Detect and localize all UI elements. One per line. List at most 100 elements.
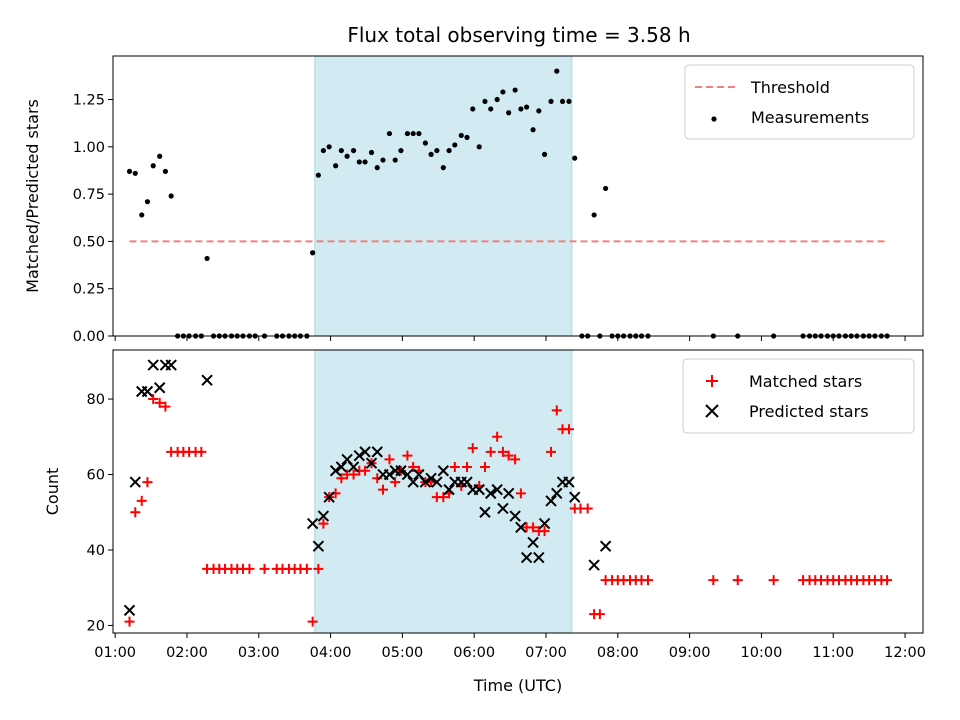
- measurement-point: [362, 159, 368, 165]
- measurement-point: [310, 250, 316, 256]
- measurement-point: [633, 333, 639, 339]
- matched-star-point: [492, 431, 503, 442]
- measurement-point: [286, 333, 292, 339]
- measurement-point: [198, 333, 204, 339]
- measurement-point: [144, 199, 151, 205]
- measurement-point: [524, 104, 530, 110]
- measurement-point: [836, 333, 842, 339]
- measurement-point: [488, 106, 494, 112]
- matched-star-point: [449, 461, 460, 472]
- matched-star-point: [124, 616, 135, 627]
- predicted-star-point: [401, 468, 414, 481]
- measurement-point: [627, 333, 633, 339]
- measurement-point: [579, 333, 585, 339]
- predicted-star-point: [509, 510, 521, 522]
- predicted-star-point: [527, 536, 539, 549]
- x-tick-label: 09:00: [669, 645, 711, 661]
- predicted-star-point: [485, 487, 497, 500]
- x-tick-label: 06:00: [453, 645, 495, 661]
- measurement-point: [806, 333, 813, 339]
- measurement-point: [320, 147, 326, 154]
- y-tick-label: 0.25: [73, 282, 105, 298]
- measurement-point: [482, 98, 488, 105]
- x-tick-label: 02:00: [166, 645, 208, 661]
- measurement-point: [512, 87, 518, 93]
- measurement-point: [464, 134, 470, 140]
- measurement-point: [368, 149, 375, 156]
- measurement-point: [842, 333, 849, 339]
- measurement-point: [434, 147, 440, 154]
- measurement-point: [315, 172, 321, 178]
- predicted-star-point: [563, 476, 575, 488]
- predicted-star-point: [306, 517, 319, 530]
- matched-star-point: [307, 616, 318, 627]
- matched-star-point: [768, 575, 779, 586]
- axis-ticks: 0.00 0.25 0.50 0.75 1.00 1.25 20 40 60 80 01:00 02:…: [73, 93, 926, 661]
- measurement-point: [548, 98, 554, 105]
- y-axis-label: Matched/Predicted stars: [23, 99, 42, 293]
- measurement-point: [175, 333, 181, 339]
- measurement-point: [559, 98, 566, 105]
- y-axis-label: Count: [43, 468, 62, 516]
- measurement-point: [380, 157, 386, 163]
- matched-star-point: [497, 446, 508, 457]
- measurement-point: [240, 333, 246, 339]
- matched-star-point: [196, 446, 207, 457]
- matched-star-point: [360, 465, 371, 476]
- measurement-point: [228, 333, 235, 339]
- measurement-point: [530, 127, 536, 133]
- x-tick-label: 03:00: [238, 645, 280, 661]
- matched-star-point: [528, 522, 539, 533]
- predicted-star-point: [323, 491, 335, 503]
- measurement-point: [591, 212, 597, 218]
- measurement-point: [386, 130, 393, 137]
- matched-star-point: [467, 443, 478, 454]
- measurement-point: [192, 333, 199, 339]
- measurement-point: [338, 147, 344, 154]
- predicted-star-point: [431, 476, 443, 488]
- measurement-point: [554, 68, 560, 74]
- matched-star-point: [318, 518, 329, 529]
- matched-star-point: [882, 575, 893, 586]
- predicted-star-point: [329, 465, 342, 477]
- matched-star-point: [642, 575, 653, 586]
- matched-star-point: [479, 461, 490, 472]
- predicted-star-point: [502, 487, 515, 500]
- highlight-span: [314, 55, 573, 337]
- predicted-star-point: [425, 472, 437, 485]
- matched-star-point: [259, 563, 270, 574]
- matched-star-point: [384, 454, 395, 465]
- measurement-point: [252, 333, 258, 339]
- measurement-point: [541, 151, 548, 157]
- measurement-point: [333, 163, 339, 169]
- matched-star-point: [515, 488, 526, 499]
- matched-star-point: [160, 401, 171, 412]
- measurement-point: [860, 333, 866, 339]
- predicted-star-point: [538, 517, 551, 530]
- measurement-point: [210, 333, 217, 339]
- matched-star-point: [154, 397, 165, 408]
- predicted-star-point: [551, 487, 563, 500]
- predicted-star-point: [335, 461, 348, 473]
- measurement-point: [458, 132, 464, 139]
- axes-frame: [112, 349, 924, 634]
- measurement-point: [536, 108, 542, 114]
- legend-matched-swatch: [706, 375, 718, 387]
- predicted-star-point: [347, 461, 360, 473]
- measurement-point: [620, 333, 627, 339]
- measurement-point: [446, 147, 452, 154]
- y-tick-label: 40: [87, 543, 105, 559]
- matched-star-point: [336, 473, 347, 484]
- measurement-point: [216, 333, 222, 339]
- measurement-point: [410, 130, 416, 137]
- predicted-star-point: [599, 540, 612, 552]
- measurement-point: [297, 333, 304, 339]
- measurement-point: [476, 144, 482, 150]
- measurement-point: [392, 157, 398, 163]
- y-tick-label: 0.00: [73, 329, 105, 345]
- chart-title: Flux total observing time = 3.58 h: [347, 23, 690, 47]
- legend-box: [684, 64, 915, 140]
- measurement-point: [279, 333, 286, 339]
- measurement-point: [404, 130, 411, 137]
- measurement-point: [884, 333, 890, 339]
